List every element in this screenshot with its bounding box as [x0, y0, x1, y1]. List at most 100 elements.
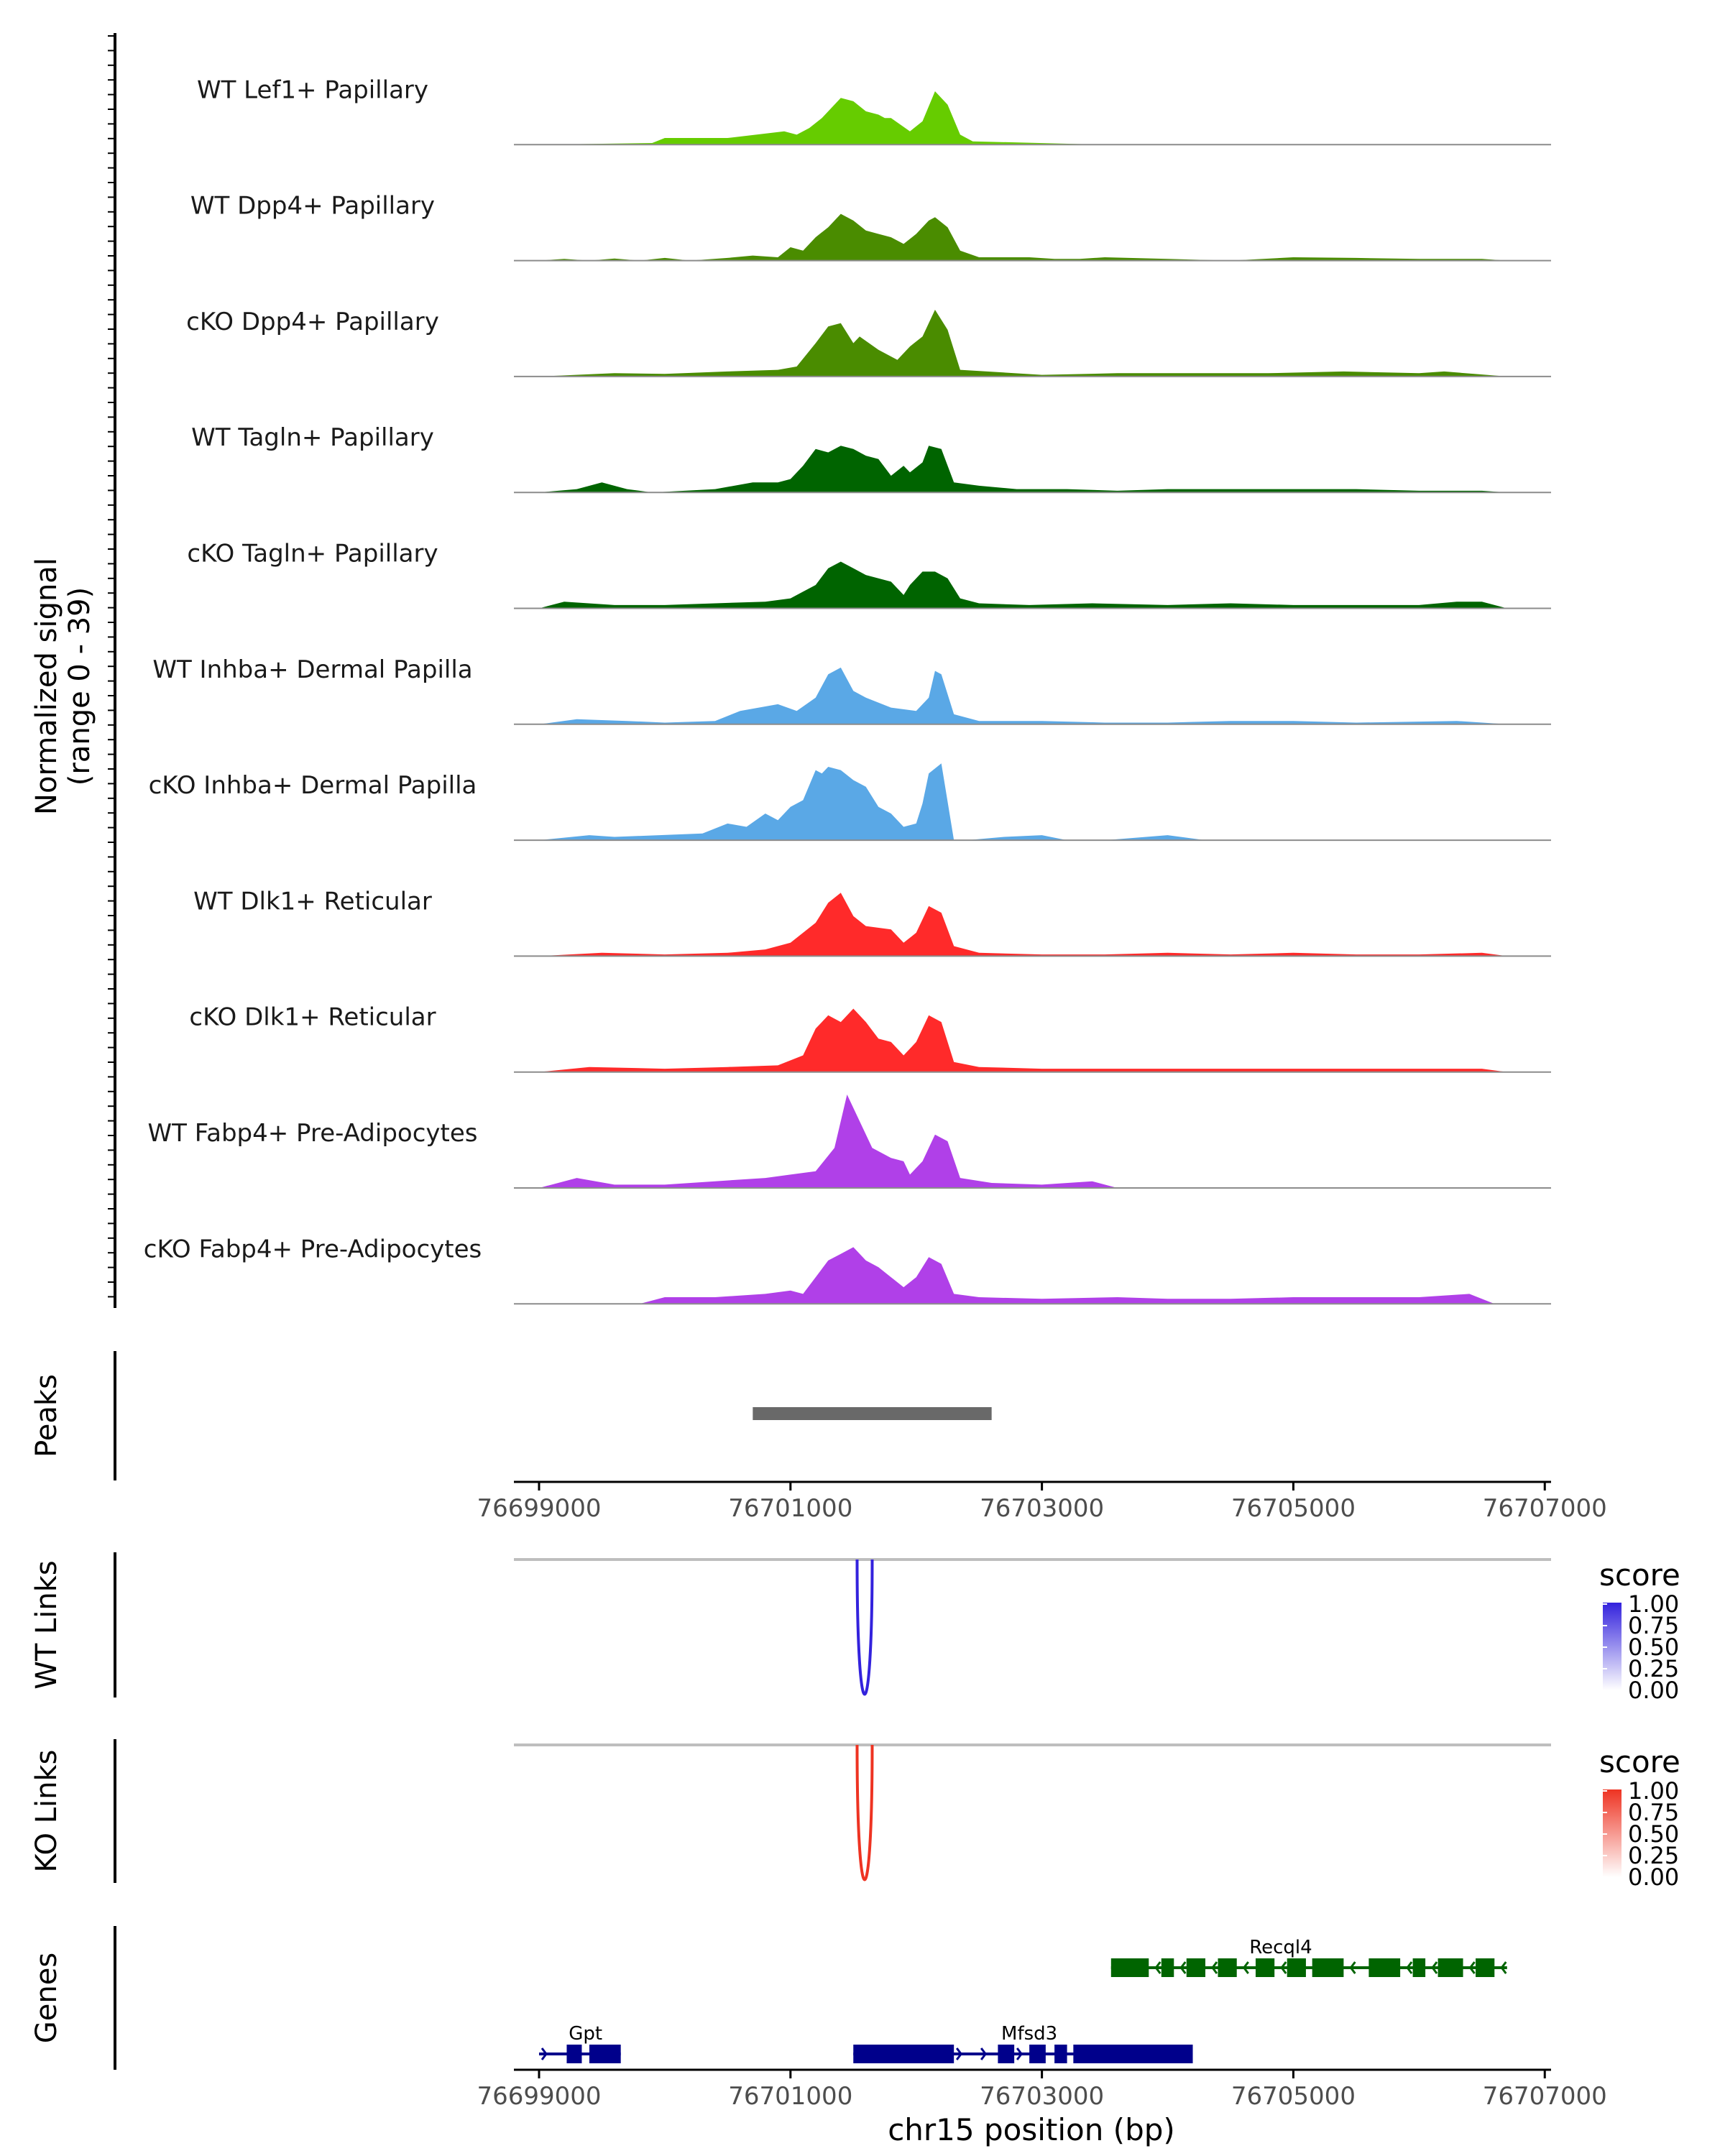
gene-exon	[1186, 1958, 1205, 1977]
coverage-track: cKO Tagln+ Papillary	[187, 540, 1551, 609]
strand-arrow	[1154, 1961, 1162, 1974]
gene-exon	[1073, 2045, 1193, 2063]
gene-exon	[1312, 1958, 1344, 1977]
coverage-track: cKO Dlk1+ Reticular	[189, 1003, 1551, 1073]
strand-arrow	[1406, 1961, 1413, 1974]
x-tick-label: 76699000	[477, 1494, 601, 1523]
genes-panel: Genes Recql4 Gpt Mfsd3	[30, 1926, 1507, 2070]
gene-name: Gpt	[569, 2023, 602, 2045]
coverage-panel: Normalized signal (range 0 - 39) WT Lef1…	[30, 33, 1551, 1308]
track-label: WT Dpp4+ Papillary	[190, 192, 435, 221]
track-label: cKO Tagln+ Papillary	[187, 540, 438, 568]
legend-label: 0.75	[1628, 1612, 1679, 1639]
x-axis-mid: 76699000 76701000 76703000 76705000 76707000	[477, 1480, 1607, 1523]
strand-arrow	[1179, 1961, 1187, 1974]
track-label: cKO Dlk1+ Reticular	[189, 1003, 436, 1032]
gene-exon	[1054, 2045, 1067, 2063]
strand-arrow	[1349, 1961, 1356, 1974]
track-label: WT Fabp4+ Pre-Adipocytes	[148, 1119, 478, 1148]
x-tick-label: 76705000	[1231, 2082, 1356, 2111]
coverage-ylabel-line1: Normalized signal	[30, 558, 63, 815]
gene-exon	[1161, 1958, 1174, 1977]
ko-score-legend: score 1.000.750.500.250.00	[1599, 1744, 1680, 1891]
strand-arrow	[980, 2047, 988, 2060]
track-label: WT Lef1+ Papillary	[197, 75, 428, 104]
coverage-track: WT Dlk1+ Reticular	[193, 887, 1551, 957]
coverage-area	[539, 763, 1507, 841]
strand-arrow	[955, 2047, 963, 2060]
legend-label: 1.00	[1628, 1777, 1679, 1805]
gene-model: Gpt	[538, 2023, 621, 2063]
legend-label: 1.00	[1628, 1590, 1679, 1618]
coverage-track: WT Fabp4+ Pre-Adipocytes	[148, 1095, 1551, 1189]
legend-label: 0.00	[1628, 1864, 1679, 1891]
genes-label: Genes	[30, 1953, 63, 2043]
legend-label: 0.75	[1628, 1799, 1679, 1826]
x-tick-label: 76701000	[728, 1494, 852, 1523]
x-tick-label: 76703000	[980, 1494, 1104, 1523]
wt-links-label: WT Links	[30, 1560, 63, 1689]
coverage-area	[539, 1095, 1118, 1188]
peaks-label: Peaks	[30, 1374, 63, 1457]
gene-exon	[1029, 2045, 1046, 2063]
track-label: cKO Dpp4+ Papillary	[186, 308, 439, 336]
coverage-track: cKO Dpp4+ Papillary	[186, 308, 1551, 377]
ko-links-label: KO Links	[30, 1750, 63, 1873]
gene-exon	[1218, 1958, 1237, 1977]
track-label: WT Tagln+ Papillary	[191, 423, 434, 452]
peak-intervals	[753, 1407, 992, 1420]
x-tick-label: 76703000	[980, 2082, 1104, 2111]
gene-exon	[853, 2045, 954, 2063]
ko-legend-labels: 1.000.750.500.250.00	[1603, 1777, 1679, 1891]
legend-label: 0.50	[1628, 1820, 1679, 1848]
peaks-panel: Peaks	[30, 1351, 992, 1480]
gene-exon	[589, 2045, 621, 2063]
coverage-track: cKO Inhba+ Dermal Papilla	[149, 763, 1551, 842]
wt-score-legend: score 1.000.750.500.250.00	[1599, 1557, 1680, 1704]
gene-exon	[566, 2045, 582, 2063]
gene-exon	[998, 2045, 1015, 2063]
x-axis-mid-ticks: 76699000 76701000 76703000 76705000 76707000	[477, 1482, 1607, 1523]
track-label: WT Dlk1+ Reticular	[193, 887, 432, 916]
gene-exon	[1287, 1958, 1306, 1977]
ko-legend-title: score	[1599, 1744, 1680, 1779]
coverage-area	[539, 667, 1507, 724]
x-tick-label: 76699000	[477, 2082, 601, 2111]
legend-label: 0.25	[1628, 1655, 1679, 1682]
gene-model: Mfsd3	[853, 2023, 1193, 2063]
ko-link-arc	[855, 1744, 874, 1881]
gene-name: Recql4	[1249, 1937, 1312, 1958]
coverage-track: WT Dpp4+ Papillary	[190, 192, 1551, 262]
coverage-track: WT Tagln+ Papillary	[191, 423, 1551, 494]
legend-label: 0.25	[1628, 1842, 1679, 1869]
x-axis-title: chr15 position (bp)	[888, 2112, 1175, 2147]
wt-links-panel: WT Links score 1.000.750.500.250.00	[30, 1552, 1680, 1704]
ko-links-panel: KO Links score 1.000.750.500.250.00	[30, 1739, 1680, 1891]
strand-arrow	[1016, 2047, 1024, 2060]
wt-legend-labels: 1.000.750.500.250.00	[1603, 1590, 1679, 1704]
strand-arrow	[1211, 1961, 1218, 1974]
coverage-track: cKO Fabp4+ Pre-Adipocytes	[144, 1235, 1551, 1305]
wt-legend-title: score	[1599, 1557, 1680, 1593]
gene-exon	[1255, 1958, 1275, 1977]
x-axis-bottom-ticks: 76699000 76701000 76703000 76705000 76707000	[477, 2070, 1607, 2111]
strand-arrow	[1280, 1961, 1287, 1974]
x-tick-label: 76707000	[1483, 1494, 1607, 1523]
coverage-ylabel-line2: (range 0 - 39)	[63, 587, 96, 786]
track-label: WT Inhba+ Dermal Papilla	[152, 655, 472, 684]
strand-arrow	[1468, 1961, 1476, 1974]
legend-label: 0.00	[1628, 1677, 1679, 1704]
coverage-area	[639, 1247, 1495, 1304]
track-label: cKO Inhba+ Dermal Papilla	[149, 771, 477, 800]
gene-exon	[1368, 1958, 1401, 1977]
gene-name: Mfsd3	[1001, 2023, 1057, 2045]
gene-exon	[1110, 1958, 1149, 1977]
legend-label: 0.50	[1628, 1634, 1679, 1661]
gene-exon	[1438, 1958, 1463, 1977]
x-tick-label: 76707000	[1483, 2082, 1607, 2111]
strand-arrow	[1431, 1961, 1438, 1974]
coverage-y-axis-ticks	[108, 35, 115, 1298]
coverage-track: WT Inhba+ Dermal Papilla	[152, 655, 1551, 725]
strand-arrow	[540, 2047, 548, 2060]
